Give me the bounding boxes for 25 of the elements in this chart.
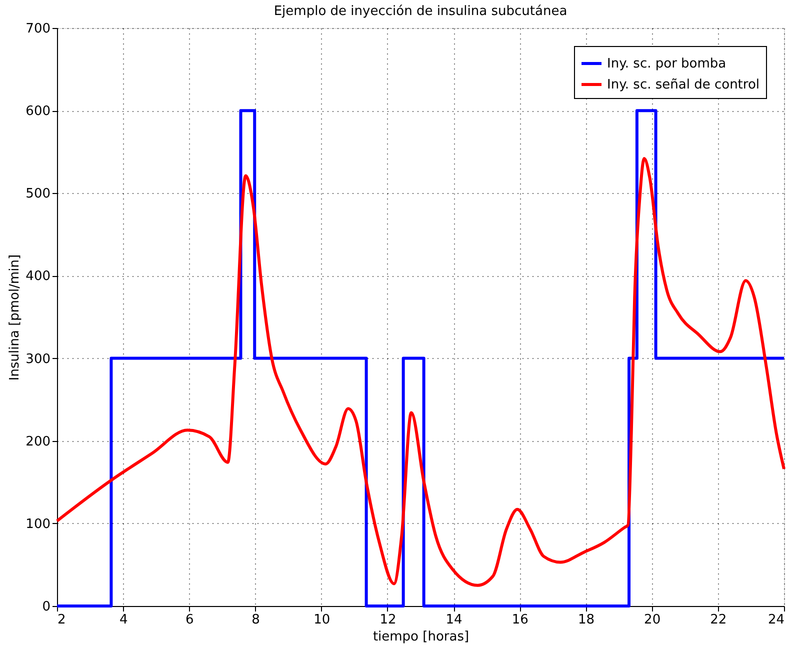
x-tick-label: 2 <box>58 612 66 628</box>
y-tick-label: 0 <box>42 600 50 614</box>
y-tick-label: 500 <box>26 186 50 202</box>
y-tick-label: 700 <box>26 22 50 36</box>
y-tick-label: 100 <box>26 516 50 532</box>
y-tick-label: 300 <box>26 352 50 367</box>
legend-label: Iny. sc. señal de control <box>607 78 760 92</box>
x-tick-label: 24 <box>768 612 784 628</box>
x-tick-label: 18 <box>578 612 594 628</box>
x-tick-label: 8 <box>252 612 260 628</box>
y-axis-title: Insulina [pmol/min] <box>8 254 23 381</box>
x-tick-label: 16 <box>512 612 528 628</box>
y-tick-label: 200 <box>26 434 50 450</box>
y-tick-label: 400 <box>26 269 50 284</box>
x-tick-label: 12 <box>380 612 396 628</box>
x-tick-label: 14 <box>446 612 462 628</box>
x-tick-label: 6 <box>186 612 194 628</box>
x-axis-title: tiempo [horas] <box>372 630 470 644</box>
x-tick-label: 22 <box>710 612 727 628</box>
y-tick-label: 600 <box>26 104 50 120</box>
x-tick-label: 4 <box>119 612 128 628</box>
legend-label: Iny. sc. por bomba <box>607 56 726 72</box>
x-tick-label: 20 <box>644 612 661 628</box>
x-tick-label: 10 <box>314 612 330 628</box>
chart-title: Ejemplo de inyección de insulina subcutánea <box>274 4 568 19</box>
